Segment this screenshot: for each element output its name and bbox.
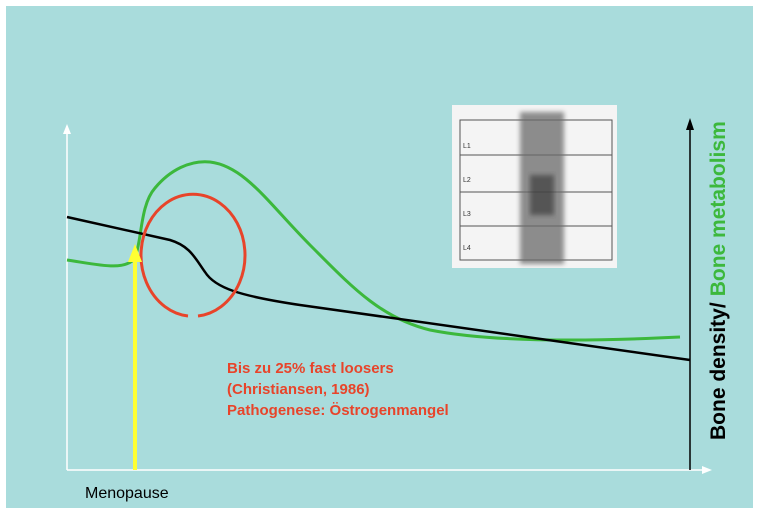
metabolism-label: Bone metabolism bbox=[707, 121, 730, 296]
density-label: Bone density/ bbox=[707, 302, 730, 440]
scan-label: L3 bbox=[463, 211, 471, 218]
right-axis-label: Bone density/Bone metabolism bbox=[707, 121, 730, 440]
page: L1 L2 L3 L4 Menopause Bis zu 25% fast lo… bbox=[0, 0, 759, 519]
spine-dense bbox=[530, 175, 554, 215]
annotation-line: Bis zu 25% fast loosers bbox=[227, 360, 394, 377]
slide: L1 L2 L3 L4 Menopause Bis zu 25% fast lo… bbox=[0, 0, 759, 514]
annotation-line: Pathogenese: Östrogenmangel bbox=[227, 402, 449, 419]
scan-label: L2 bbox=[463, 177, 471, 184]
annotation-line: (Christiansen, 1986) bbox=[227, 381, 370, 398]
background bbox=[6, 6, 753, 508]
scan-label: L4 bbox=[463, 245, 471, 252]
scan-image: L1 L2 L3 L4 bbox=[452, 105, 617, 268]
scan-label: L1 bbox=[463, 143, 471, 150]
x-label: Menopause bbox=[85, 485, 169, 502]
